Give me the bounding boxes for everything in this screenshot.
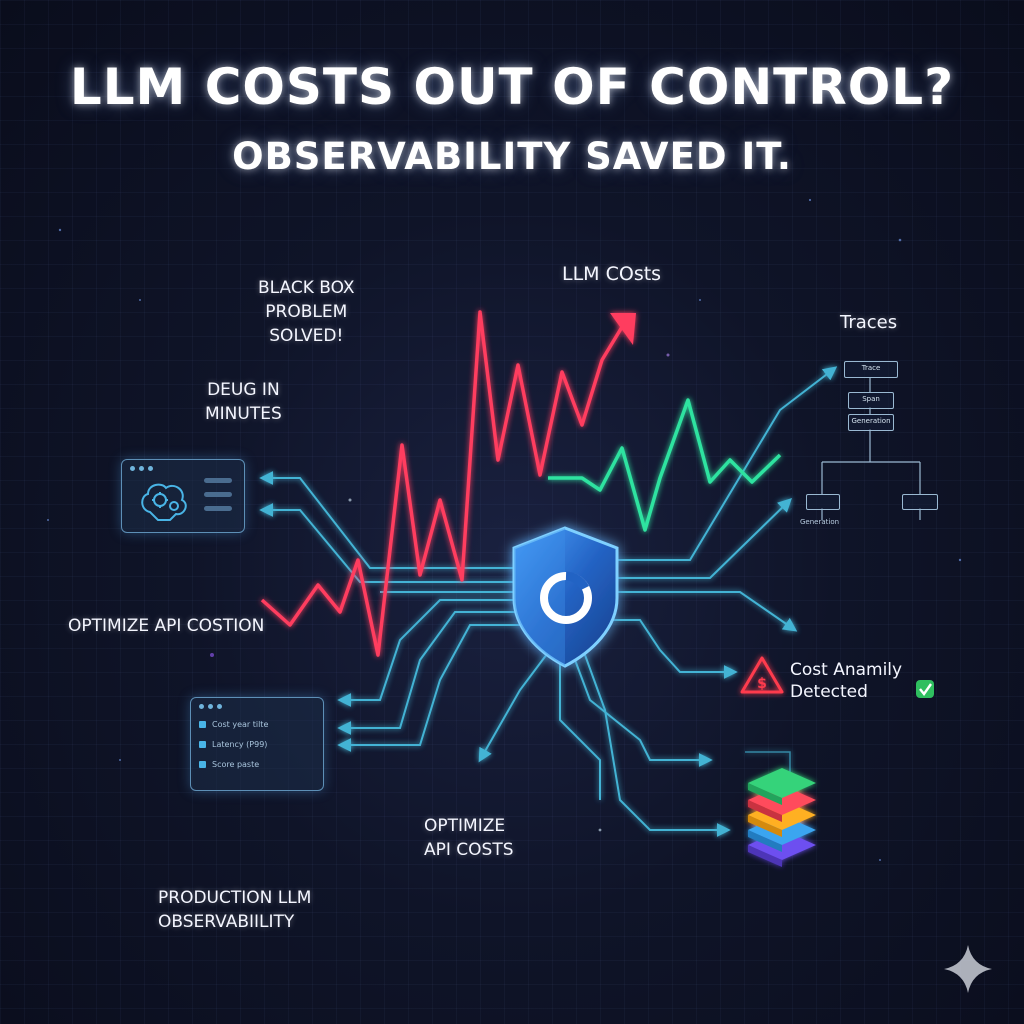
warning-dollar-icon: $ [740, 656, 784, 694]
connector-to-stack-1 [574, 659, 713, 767]
label-production-line-2: OBSERVABIILITY [158, 912, 295, 932]
connector-to-dashboard-1 [337, 599, 530, 707]
brain-gear-icon [141, 483, 187, 521]
window-controls [199, 704, 222, 709]
trace-node: Trace [844, 361, 898, 378]
brain-window-row-3 [204, 506, 232, 511]
label-debug: DEUG IN MINUTES [205, 378, 282, 426]
generation-node: Generation [848, 414, 894, 431]
connector-to-right-mid [604, 591, 798, 632]
dashboard-row-2: Latency (P99) [199, 740, 284, 749]
label-cost-anomaly-line-1: Cost Anamily [790, 660, 903, 680]
sparkle-icon [944, 945, 992, 993]
label-debug-line-2: MINUTES [205, 404, 282, 424]
connector-to-dashboard-2 [337, 611, 535, 735]
connector-to-stack-2 [584, 654, 731, 837]
dashboard-row-3-label: Score paste [212, 760, 260, 769]
child-node-right [902, 494, 938, 510]
label-cost-anomaly: Cost Anamily Detected [790, 659, 902, 703]
window-controls [130, 466, 153, 471]
connector-lines [259, 366, 838, 837]
span-node: Span [848, 392, 894, 409]
layered-stack-icon [745, 751, 816, 867]
trace-tree-lines [821, 377, 921, 520]
label-production: PRODUCTION LLM OBSERVABIILITY [158, 886, 311, 934]
connector-to-brain-window-top [259, 471, 520, 569]
shield-logo-icon [512, 526, 619, 668]
label-llm-costs: LLM COsts [562, 263, 662, 285]
label-debug-line-1: DEUG IN [207, 380, 280, 400]
check-badge-icon [916, 680, 934, 698]
connector-to-anomaly [600, 619, 738, 679]
connector-to-tree [604, 498, 793, 579]
dashboard-window: Cost year tilte Latency (P99) Score past… [190, 697, 324, 791]
brain-window-row-2 [204, 492, 232, 497]
dashboard-row-1: Cost year tilte [199, 720, 284, 729]
brain-window-row-1 [204, 478, 232, 483]
dashboard-row-3: Score paste [199, 760, 284, 769]
label-traces: Traces [840, 312, 898, 333]
healthy-trend-line [548, 398, 782, 532]
page-subtitle: OBSERVABILITY SAVED IT. [232, 135, 792, 178]
connector-to-traces [598, 366, 838, 561]
connector-to-optimize-center [478, 649, 551, 763]
svg-text:$: $ [757, 676, 767, 692]
star-field [47, 198, 962, 861]
label-optimize-center-line-1: OPTIMIZE [424, 816, 506, 836]
label-optimize-center: OPTIMIZE API COSTS [424, 814, 514, 862]
cost-trend-arrowhead [610, 313, 636, 345]
label-black-box-line-2: PROBLEM [265, 302, 348, 322]
dashboard-row-2-label: Latency (P99) [212, 740, 268, 749]
label-production-line-1: PRODUCTION LLM [158, 888, 312, 908]
child-node-left [806, 494, 840, 510]
connector-to-brain-window-bottom [259, 503, 520, 583]
cost-trend-line [260, 310, 627, 657]
label-black-box: BLACK BOX PROBLEM SOLVED! [258, 276, 355, 348]
page-title: LLM COSTS OUT OF CONTROL? [69, 58, 955, 116]
connector-down-1 [559, 660, 601, 800]
label-black-box-line-3: SOLVED! [269, 326, 344, 346]
dashboard-row-1-label: Cost year tilte [212, 720, 269, 729]
label-optimize-left: OPTIMIZE API COSTION [68, 616, 265, 636]
trace-tree-footer: Generation [800, 518, 840, 526]
label-black-box-line-1: BLACK BOX [258, 278, 355, 298]
connector-to-dashboard-3 [337, 624, 540, 752]
brain-window [121, 459, 245, 533]
label-cost-anomaly-line-2: Detected [790, 682, 868, 702]
label-optimize-center-line-2: API COSTS [424, 840, 514, 860]
